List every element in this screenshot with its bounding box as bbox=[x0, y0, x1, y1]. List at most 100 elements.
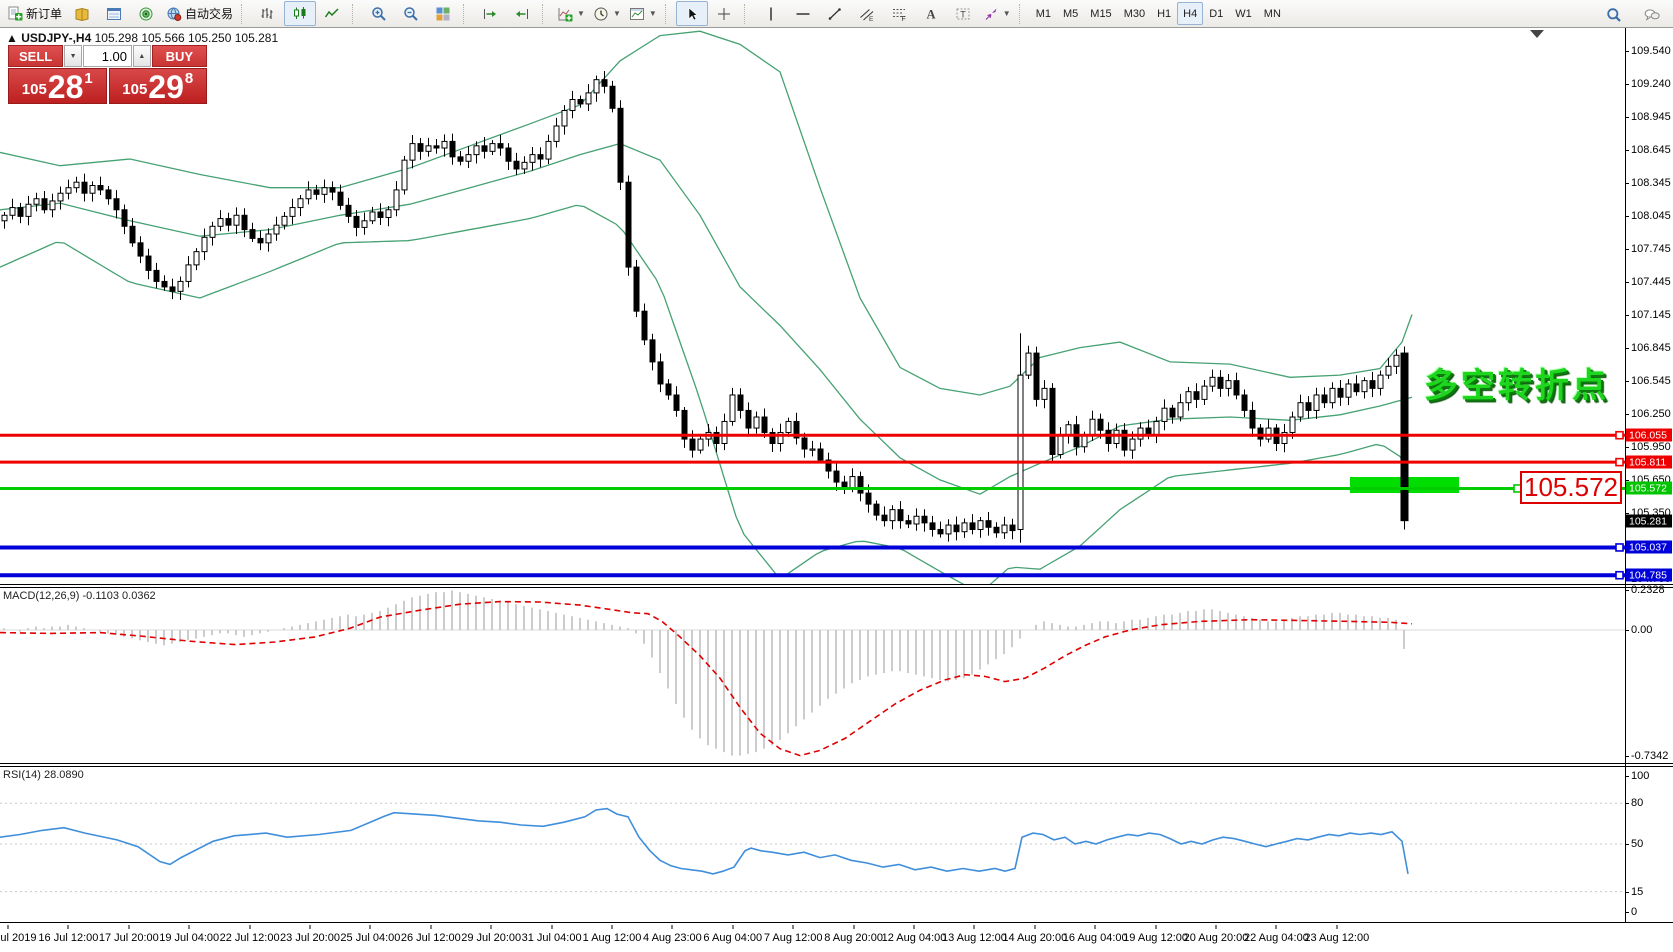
periods-button[interactable]: ▼ bbox=[589, 1, 625, 26]
volume-up-button[interactable]: ▲ bbox=[133, 45, 151, 67]
candle-body bbox=[1025, 352, 1032, 376]
time-tick bbox=[611, 925, 613, 929]
text-button[interactable]: A bbox=[915, 1, 947, 26]
chart-bars-button[interactable] bbox=[252, 1, 284, 26]
line-handle[interactable] bbox=[1615, 457, 1624, 467]
candle-body bbox=[1009, 524, 1016, 532]
time-tick bbox=[853, 925, 855, 929]
axis-tick bbox=[1625, 150, 1629, 151]
chart-shift-marker[interactable] bbox=[1530, 30, 1544, 38]
timeframe-mn-button[interactable]: MN bbox=[1263, 7, 1281, 20]
candle-body bbox=[1209, 376, 1216, 387]
time-tick-label: 17 Jul 20:00 bbox=[98, 932, 159, 944]
candle-body bbox=[505, 147, 512, 162]
line-handle[interactable] bbox=[1615, 430, 1624, 440]
timeframe-m1-button[interactable]: M1 bbox=[1035, 7, 1051, 20]
chevron-down-icon[interactable]: ▼ bbox=[612, 9, 621, 18]
candle-body bbox=[65, 187, 72, 194]
bull-bear-turning-point-annotation[interactable]: 多空转折点 bbox=[1424, 367, 1609, 405]
price-tick-label: 106.845 bbox=[1631, 342, 1671, 354]
candle-body bbox=[497, 143, 504, 149]
price-tick-label: 107.445 bbox=[1631, 276, 1671, 288]
candle-body bbox=[833, 470, 840, 483]
navigator-button[interactable] bbox=[130, 1, 162, 26]
community-chat-button[interactable] bbox=[1636, 2, 1668, 27]
timeframe-m15-button[interactable]: M15 bbox=[1090, 7, 1112, 20]
timeframe-m5-button[interactable]: M5 bbox=[1063, 7, 1079, 20]
vertical-line-button[interactable] bbox=[755, 1, 787, 26]
candle-body bbox=[385, 209, 392, 218]
candle-body bbox=[761, 416, 768, 433]
timeframe-d1-button[interactable]: D1 bbox=[1209, 7, 1224, 20]
candle-body bbox=[449, 140, 456, 158]
main-chart-pane[interactable] bbox=[0, 28, 1625, 584]
auto-scroll-icon bbox=[484, 8, 497, 19]
rsi-pane[interactable] bbox=[0, 766, 1625, 922]
macd-pane[interactable] bbox=[0, 587, 1625, 763]
candle-body bbox=[481, 145, 488, 152]
pane-separator[interactable] bbox=[0, 763, 1673, 767]
candle-body bbox=[153, 269, 160, 282]
line-handle[interactable] bbox=[1615, 570, 1624, 580]
sell-button[interactable]: SELL bbox=[8, 45, 64, 67]
candle-body bbox=[737, 394, 744, 411]
candle-body bbox=[697, 438, 704, 451]
templates-button[interactable]: ▼ bbox=[625, 1, 661, 26]
auto-trading-button[interactable]: 自动交易 bbox=[162, 1, 237, 26]
candle-body bbox=[1305, 402, 1312, 411]
candle-body bbox=[529, 154, 536, 163]
market-watch-button[interactable] bbox=[98, 1, 130, 26]
timeframe-h1-button[interactable]: H1 bbox=[1157, 7, 1172, 20]
macd-tick-label: -0.7342 bbox=[1631, 750, 1669, 762]
volume-down-button[interactable]: ▼ bbox=[64, 45, 82, 67]
toolbar-separator bbox=[542, 3, 550, 24]
chevron-down-icon[interactable]: ▼ bbox=[577, 9, 585, 18]
zoom-out-button[interactable] bbox=[395, 1, 427, 26]
cursor-button[interactable] bbox=[675, 1, 708, 26]
line-handle[interactable] bbox=[1615, 543, 1624, 552]
volume-input[interactable] bbox=[83, 45, 132, 67]
buy-price-button[interactable]: 105 29 8 bbox=[108, 68, 207, 104]
candle-body bbox=[625, 181, 632, 268]
toolbar-separator bbox=[1018, 3, 1027, 24]
chart-shift-button[interactable] bbox=[506, 1, 538, 26]
price-callout-label[interactable]: 105.572 bbox=[1520, 471, 1622, 504]
label-button[interactable]: T bbox=[947, 1, 979, 26]
buy-button[interactable]: BUY bbox=[151, 45, 207, 67]
profiles-button[interactable] bbox=[66, 1, 98, 26]
symbol-arrow-icon: ▲ bbox=[6, 31, 18, 45]
timeframe-w1-button[interactable]: W1 bbox=[1235, 7, 1252, 20]
candle-body bbox=[673, 394, 680, 411]
pane-separator[interactable] bbox=[0, 584, 1673, 588]
fibonacci-button[interactable]: F bbox=[883, 1, 915, 26]
candle-body bbox=[161, 280, 168, 288]
equidistant-channel-button[interactable]: E bbox=[851, 1, 883, 26]
horizontal-line-button[interactable] bbox=[787, 1, 819, 26]
chevron-down-icon[interactable]: ▼ bbox=[1002, 9, 1011, 18]
indicators-button[interactable]: ▼ bbox=[553, 1, 589, 26]
timeframe-m30-button[interactable]: M30 bbox=[1123, 7, 1146, 20]
timeframe-h4-button[interactable]: H4 bbox=[1177, 2, 1204, 25]
chart-candles-icon bbox=[294, 6, 306, 19]
zoom-in-button[interactable] bbox=[363, 1, 395, 26]
search-button[interactable] bbox=[1598, 2, 1630, 27]
chevron-down-icon[interactable]: ▼ bbox=[648, 9, 657, 18]
auto-scroll-button[interactable] bbox=[474, 1, 506, 26]
candle-body bbox=[1321, 394, 1328, 404]
sell-price-button[interactable]: 105 28 1 bbox=[8, 68, 107, 104]
chart-candles-button[interactable] bbox=[284, 1, 317, 26]
arrows-button[interactable]: ▼ bbox=[979, 1, 1015, 26]
candle-body bbox=[929, 522, 936, 530]
trendline-button[interactable] bbox=[819, 1, 851, 26]
candle-body bbox=[841, 481, 848, 489]
time-tick-label: 26 Jul 12:00 bbox=[400, 932, 461, 944]
price-tick-label: 108.045 bbox=[1631, 210, 1671, 222]
chart-line-button[interactable] bbox=[316, 1, 348, 26]
new-order-button[interactable]: 新订单 bbox=[3, 1, 66, 26]
crosshair-button[interactable] bbox=[708, 1, 740, 26]
tile-windows-button[interactable] bbox=[427, 1, 459, 26]
buy-price-figure: 105 bbox=[122, 81, 148, 98]
crosshair-icon bbox=[717, 7, 730, 20]
price-badge: 105.572 bbox=[1626, 481, 1672, 495]
